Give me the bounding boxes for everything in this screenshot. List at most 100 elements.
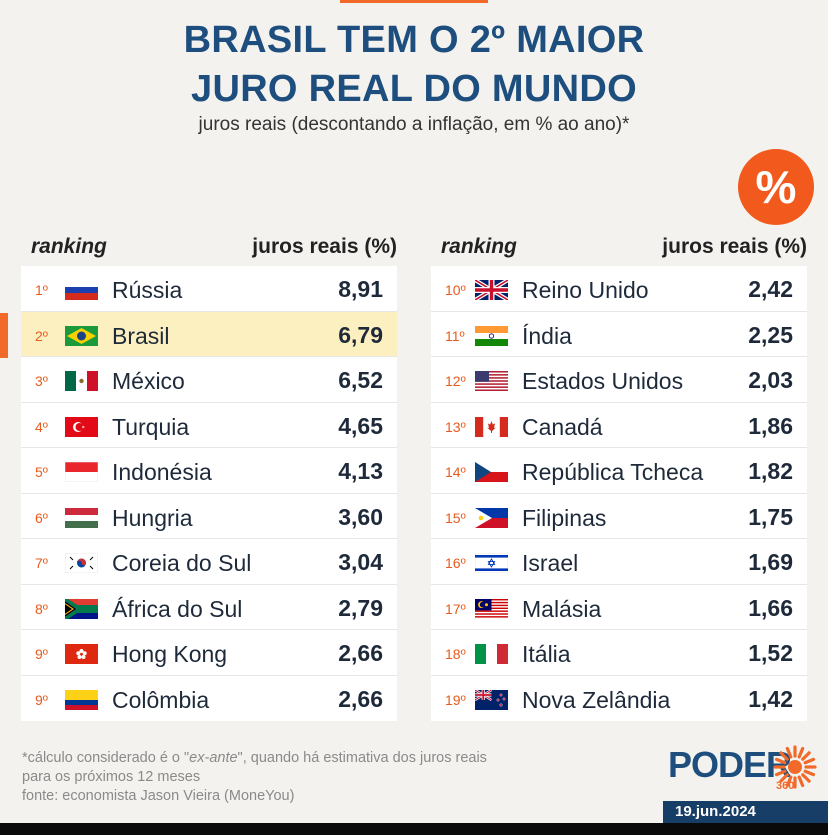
russia-flag-icon <box>65 280 98 300</box>
czech-flag-icon <box>475 462 508 482</box>
rank-number: 17º <box>445 600 466 617</box>
rate-value: 3,04 <box>338 549 383 575</box>
rank-number: 12º <box>445 373 466 389</box>
rate-value: 8,91 <box>338 276 383 302</box>
table-row: 13º Canadá 1,86 <box>431 403 807 448</box>
ranking-header: ranking <box>31 235 107 258</box>
uk-flag-icon <box>475 280 508 300</box>
india-flag-icon <box>475 325 508 346</box>
table-row: 11º Índia 2,25 <box>431 312 807 357</box>
rate-value: 1,82 <box>748 458 793 484</box>
source-text: fonte: economista Jason Vieira (MoneYou) <box>22 788 295 804</box>
country-name: Coreia do Sul <box>112 550 252 576</box>
ranking-header: ranking <box>441 235 517 258</box>
table-row: 4º Turquia 4,65 <box>21 403 397 448</box>
malaysia-flag-icon <box>475 598 508 619</box>
rate-value: 2,66 <box>338 640 383 666</box>
rank-number: 9º <box>35 646 48 662</box>
rows-left: 1º Rússia 8,91 2º Brasil 6,79 3º México 6,52 4º Tu… <box>21 266 397 721</box>
table-row: 8º África do Sul 2,79 <box>21 585 397 630</box>
rows-right: 10º Reino Unido 2,42 11º Índia 2,25 12º Estados… <box>431 266 807 721</box>
title-line-1: BRASIL TEM O 2º MAIOR <box>183 19 645 61</box>
country-name: México <box>112 368 185 394</box>
top-accent-bar <box>340 0 488 3</box>
table-row: 12º Estados Unidos 2,03 <box>431 357 807 403</box>
table-row: 2º Brasil 6,79 <box>21 311 397 357</box>
country-name: Hungria <box>112 504 193 531</box>
table-row: 19º Nova Zelândia 1,42 <box>431 676 807 722</box>
value-header: juros reais (%) <box>662 235 807 258</box>
country-name: República Tcheca <box>522 459 704 485</box>
table-row: 9º Colômbia 2,66 <box>21 676 397 722</box>
hong-kong-flag-icon <box>65 644 98 664</box>
rank-number: 16º <box>445 555 466 571</box>
turkey-flag-icon <box>65 416 98 437</box>
rate-value: 2,25 <box>748 321 793 348</box>
rank-number: 19º <box>445 691 466 708</box>
colombia-flag-icon <box>65 689 98 710</box>
rank-number: 14º <box>445 464 466 480</box>
rank-number: 7º <box>35 555 48 571</box>
country-name: Nova Zelândia <box>522 686 671 713</box>
rate-value: 1,52 <box>748 640 793 666</box>
rank-number: 6º <box>35 509 48 526</box>
table-row: 6º Hungria 3,60 <box>21 494 397 539</box>
country-name: Brasil <box>112 322 170 349</box>
usa-flag-icon <box>475 371 508 391</box>
table-row: 16º Israel 1,69 <box>431 539 807 585</box>
philippines-flag-icon <box>475 507 508 528</box>
indonesia-flag-icon <box>65 462 98 482</box>
rank-number: 13º <box>445 418 466 435</box>
rank-number: 8º <box>35 600 48 617</box>
rate-value: 2,42 <box>748 276 793 302</box>
rank-number: 2º <box>35 327 48 344</box>
rate-value: 1,66 <box>748 594 793 621</box>
table-row: 10º Reino Unido 2,42 <box>431 266 807 312</box>
subtitle: juros reais (descontando a inflação, em … <box>198 114 630 135</box>
rate-value: 2,03 <box>748 367 793 393</box>
rate-value: 3,60 <box>338 503 383 530</box>
bottom-bar <box>0 823 828 835</box>
country-name: Israel <box>522 550 579 576</box>
footnote: *cálculo considerado é o "ex-ante", quan… <box>22 749 487 806</box>
rank-number: 15º <box>445 509 466 526</box>
title-line-2: JURO REAL DO MUNDO <box>191 68 637 110</box>
rank-number: 1º <box>35 282 48 298</box>
country-name: Índia <box>522 322 572 349</box>
country-name: Canadá <box>522 413 603 440</box>
ranking-column-right: ranking juros reais (%) 10º Reino Unido 2,… <box>431 230 807 721</box>
country-name: Malásia <box>522 595 602 622</box>
table-row: 7º Coreia do Sul 3,04 <box>21 539 397 585</box>
brazil-flag-icon <box>65 325 98 346</box>
column-header: ranking juros reais (%) <box>21 230 397 266</box>
logo-360: 360 <box>776 780 795 792</box>
footnote-line-1: *cálculo considerado é o "ex-ante", quan… <box>22 750 487 766</box>
rate-value: 6,52 <box>338 367 383 393</box>
italy-flag-icon <box>475 644 508 664</box>
country-name: Colômbia <box>112 686 210 713</box>
country-name: Estados Unidos <box>522 368 684 394</box>
canada-flag-icon <box>475 416 508 437</box>
rank-number: 11º <box>445 327 465 344</box>
rank-number: 9º <box>35 691 48 708</box>
highlight-marker <box>0 313 8 358</box>
rate-value: 4,65 <box>338 412 383 439</box>
rate-value: 1,75 <box>748 503 793 530</box>
country-name: Itália <box>522 641 571 667</box>
table-row: 14º República Tcheca 1,82 <box>431 448 807 494</box>
table-row: 5º Indonésia 4,13 <box>21 448 397 494</box>
table-row: 1º Rússia 8,91 <box>21 266 397 312</box>
country-name: Rússia <box>112 277 183 303</box>
rate-value: 1,86 <box>748 412 793 439</box>
table-row: 9º Hong Kong 2,66 <box>21 630 397 676</box>
value-header: juros reais (%) <box>252 235 397 258</box>
rank-number: 10º <box>445 282 466 298</box>
table-row: 15º Filipinas 1,75 <box>431 494 807 539</box>
table-row: 17º Malásia 1,66 <box>431 585 807 630</box>
sun-logo-icon <box>773 745 817 789</box>
country-name: Indonésia <box>112 459 212 485</box>
table-row: 18º Itália 1,52 <box>431 630 807 676</box>
rate-value: 2,79 <box>338 594 383 621</box>
mexico-flag-icon <box>65 371 98 391</box>
south-korea-flag-icon <box>65 553 98 573</box>
